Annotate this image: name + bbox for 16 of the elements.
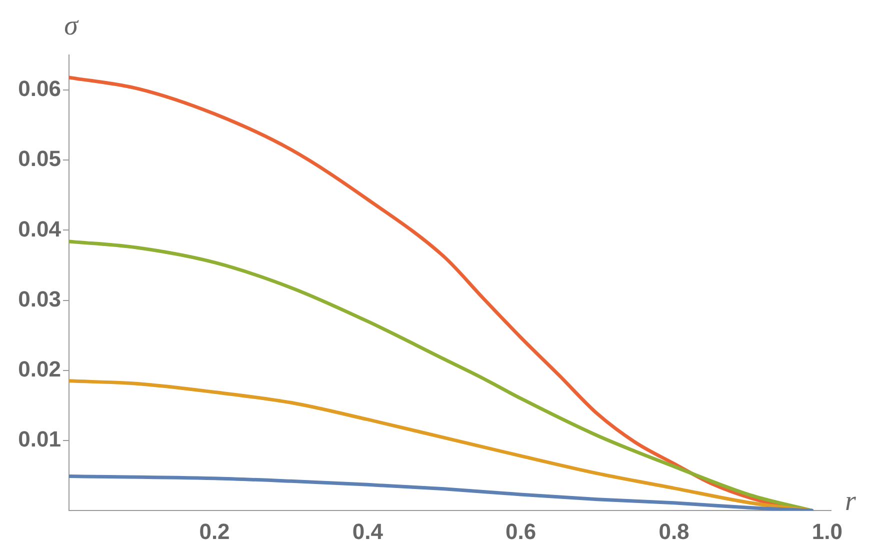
x-tick-label: 1.0 bbox=[812, 518, 842, 544]
y-tick-label: 0.04 bbox=[18, 216, 62, 242]
y-tick-label: 0.03 bbox=[18, 286, 61, 312]
y-axis-title: σ bbox=[64, 10, 80, 42]
x-tick-label: 0.2 bbox=[199, 518, 230, 544]
line-series bbox=[69, 379, 814, 511]
x-tick-label: 0.6 bbox=[506, 518, 536, 544]
y-tick-label: 0.01 bbox=[18, 426, 61, 452]
line-series bbox=[69, 474, 814, 511]
line-series bbox=[69, 240, 814, 511]
x-tick-label: 0.4 bbox=[352, 518, 384, 544]
x-axis-title: r bbox=[845, 486, 856, 517]
y-tick-label: 0.02 bbox=[18, 356, 61, 382]
x-tick-label: 0.8 bbox=[658, 518, 690, 544]
y-tick-label: 0.06 bbox=[18, 76, 61, 102]
y-tick-label: 0.05 bbox=[18, 146, 61, 172]
